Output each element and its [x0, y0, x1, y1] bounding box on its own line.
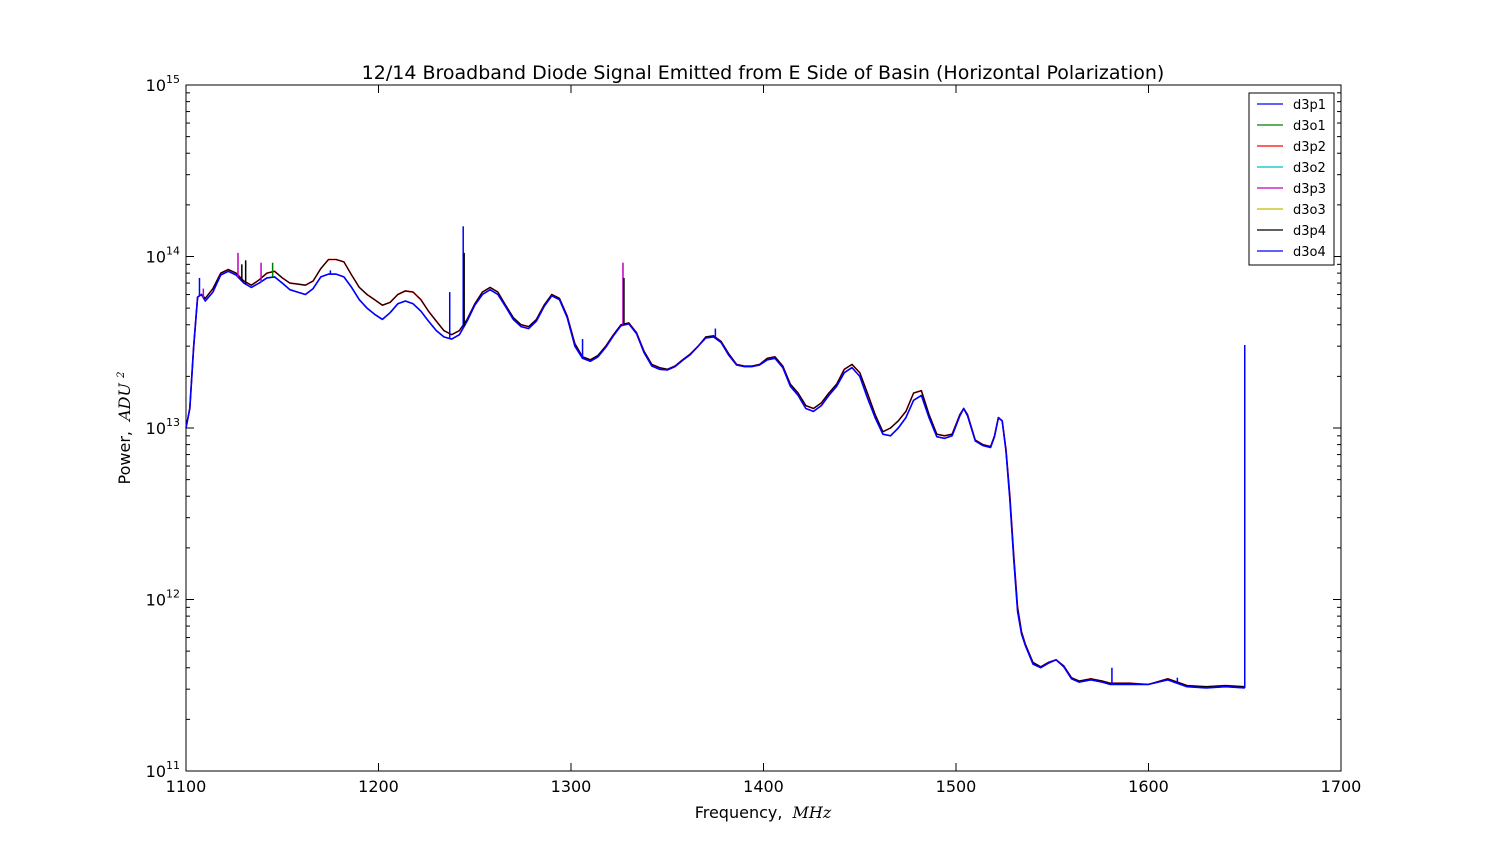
x-axis-label-unit: MHz: [792, 803, 832, 822]
y-tick-base: 10: [146, 762, 166, 781]
legend-label-d3o2: d3o2: [1293, 161, 1326, 176]
x-axis-label-text: Frequency,: [695, 803, 783, 822]
y-tick-exponent: 15: [166, 73, 180, 86]
legend-label-d3o3: d3o3: [1293, 203, 1326, 218]
y-tick-label: 1014: [146, 245, 180, 267]
y-axis-label-unit: ADU: [115, 383, 134, 423]
y-tick-base: 10: [146, 248, 166, 267]
y-tick-base: 10: [146, 419, 166, 438]
y-tick-exponent: 11: [166, 759, 180, 772]
legend-label-d3p4: d3p4: [1293, 224, 1326, 239]
series-line-d3o4: [185, 270, 1245, 689]
y-tick-exponent: 13: [166, 416, 180, 429]
x-tick-labels: 1100 1200 1300 1400 1500 1600 1700: [166, 777, 1362, 796]
legend-label-d3o1: d3o1: [1293, 119, 1326, 134]
chart-title: 12/14 Broadband Diode Signal Emitted fro…: [362, 62, 1165, 84]
y-tick-exponent: 14: [166, 245, 180, 258]
legend: d3p1 d3o1 d3p2 d3o2 d3p3 d3o3 d3p4 d3o4: [1248, 92, 1335, 266]
legend-items: d3p1 d3o1 d3p2 d3o2 d3p3 d3o3 d3p4 d3o4: [1257, 98, 1326, 260]
x-tick-label: 1400: [743, 777, 784, 796]
plot-frame: [185, 84, 1342, 772]
y-tick-label: 1012: [146, 588, 180, 610]
y-tick-label: 1011: [146, 759, 180, 781]
series-layer: [185, 226, 1246, 689]
y-tick-label: 1013: [146, 416, 180, 438]
legend-label-d3o4: d3o4: [1293, 245, 1326, 260]
x-tick-label: 1300: [551, 777, 592, 796]
x-tick-label: 1600: [1128, 777, 1169, 796]
plot-area: [185, 84, 1342, 772]
y-axis-label: Power, ADU 2: [115, 372, 134, 485]
legend-label-d3p3: d3p3: [1293, 182, 1326, 197]
x-tick-label: 1200: [358, 777, 399, 796]
x-tick-label: 1500: [936, 777, 977, 796]
y-tick-label: 1015: [146, 73, 180, 95]
legend-label-d3p2: d3p2: [1293, 140, 1326, 155]
x-tick-label: 1700: [1321, 777, 1362, 796]
y-tick-exponent: 12: [166, 588, 180, 601]
legend-box: [1248, 92, 1335, 266]
x-tick-label: 1100: [166, 777, 207, 796]
y-axis-label-text: Power,: [115, 431, 134, 484]
y-tick-base: 10: [146, 76, 166, 95]
y-axis-label-unit-exp: 2: [116, 372, 127, 379]
legend-label-d3p1: d3p1: [1293, 98, 1326, 113]
y-tick-base: 10: [146, 591, 166, 610]
x-axis-label: Frequency, MHz: [695, 803, 832, 822]
